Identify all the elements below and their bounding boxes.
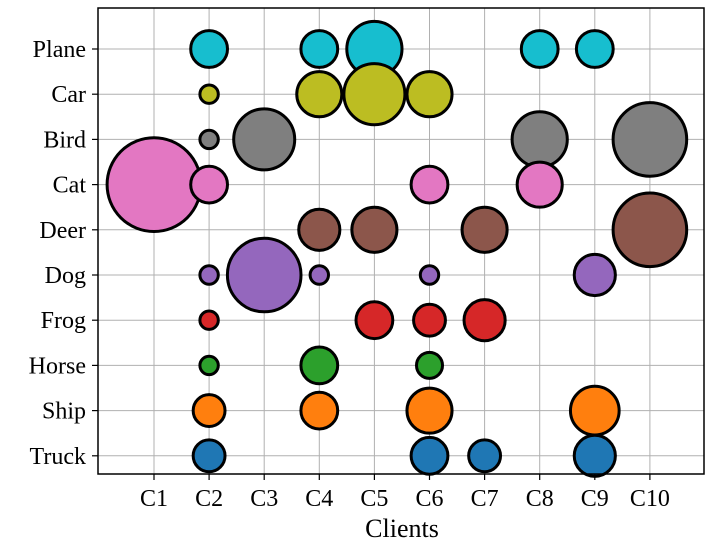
x-tick-label-C9: C9 xyxy=(581,486,609,512)
bubble-C6-car xyxy=(405,70,454,119)
x-tick-label-C4: C4 xyxy=(305,486,333,512)
bubbles xyxy=(105,19,689,478)
x-tick-label-C2: C2 xyxy=(195,486,223,512)
bubble-C2-ship xyxy=(191,393,227,429)
y-tick-label-Ship: Ship xyxy=(42,399,86,425)
bubble-C2-frog xyxy=(198,309,220,331)
bubble-C5-deer xyxy=(350,205,399,254)
bubble-C8-cat xyxy=(515,160,564,209)
bubble-C7-deer xyxy=(460,205,509,254)
bubble-C6-dog xyxy=(418,264,441,286)
bubble-C4-plane xyxy=(299,29,340,69)
y-tick-label-Horse: Horse xyxy=(29,353,86,379)
bubble-C4-deer xyxy=(297,207,342,252)
x-tick-label-C6: C6 xyxy=(415,486,443,512)
bubble-C3-dog xyxy=(225,236,303,314)
x-axis-title: Clients xyxy=(365,514,439,543)
y-tick-label-Car: Car xyxy=(51,82,86,108)
plot-frame xyxy=(97,7,705,475)
bubble-C2-dog xyxy=(198,264,220,286)
bubble-C4-ship xyxy=(299,390,340,431)
bubble-C2-bird xyxy=(198,128,220,151)
y-tick-label-Bird: Bird xyxy=(43,127,86,153)
bubble-C9-truck xyxy=(572,433,617,478)
x-tick-label-C1: C1 xyxy=(140,486,168,512)
bubble-C8-bird xyxy=(510,110,569,169)
bubble-C7-truck xyxy=(467,438,503,474)
bubble-C9-dog xyxy=(572,252,617,298)
bubble-C2-truck xyxy=(191,438,227,474)
y-tick-label-Plane: Plane xyxy=(33,37,86,63)
bubble-C2-horse xyxy=(198,354,220,377)
x-tick-label-C5: C5 xyxy=(360,486,388,512)
bubble-C5-car xyxy=(342,62,407,127)
y-tick-label-Cat: Cat xyxy=(53,173,87,199)
bubble-C10-deer xyxy=(611,191,689,269)
bubble-C6-ship xyxy=(405,386,454,435)
bubble-C6-cat xyxy=(409,164,450,205)
y-tick-label-Frog: Frog xyxy=(41,308,86,334)
x-tick-label-C3: C3 xyxy=(250,486,278,512)
bubble-C3-bird xyxy=(232,107,297,172)
x-tick-label-C7: C7 xyxy=(471,486,499,512)
y-tick-label-Deer: Deer xyxy=(39,218,86,244)
bubble-C9-plane xyxy=(574,29,615,69)
bubble-C2-cat xyxy=(189,164,230,205)
bubble-C2-car xyxy=(198,83,220,105)
bubble-C4-horse xyxy=(299,345,340,386)
bubble-C6-truck xyxy=(409,435,450,476)
bubble-C5-frog xyxy=(354,300,395,341)
x-tick-label-C8: C8 xyxy=(526,486,554,512)
bubble-C9-ship xyxy=(568,384,621,437)
bubble-C4-car xyxy=(295,70,344,119)
bubble-C6-frog xyxy=(412,302,447,338)
bubble-C4-dog xyxy=(308,264,330,286)
bubble-C6-horse xyxy=(414,350,445,380)
bubble-C2-plane xyxy=(189,29,230,69)
axis-ticks: C1 C2 C3 C4 C5 C6 C7 C8 C9 C10 Plane Car Bird Cat Deer… xyxy=(29,37,670,512)
y-tick-label-Dog: Dog xyxy=(45,263,86,289)
bubble-C10-bird xyxy=(611,101,689,178)
bubble-C8-plane xyxy=(519,29,560,69)
bubble-C7-frog xyxy=(462,298,507,343)
y-tick-label-Truck: Truck xyxy=(30,444,86,470)
x-tick-label-C10: C10 xyxy=(630,486,670,512)
bubble-C1-cat xyxy=(105,136,203,234)
